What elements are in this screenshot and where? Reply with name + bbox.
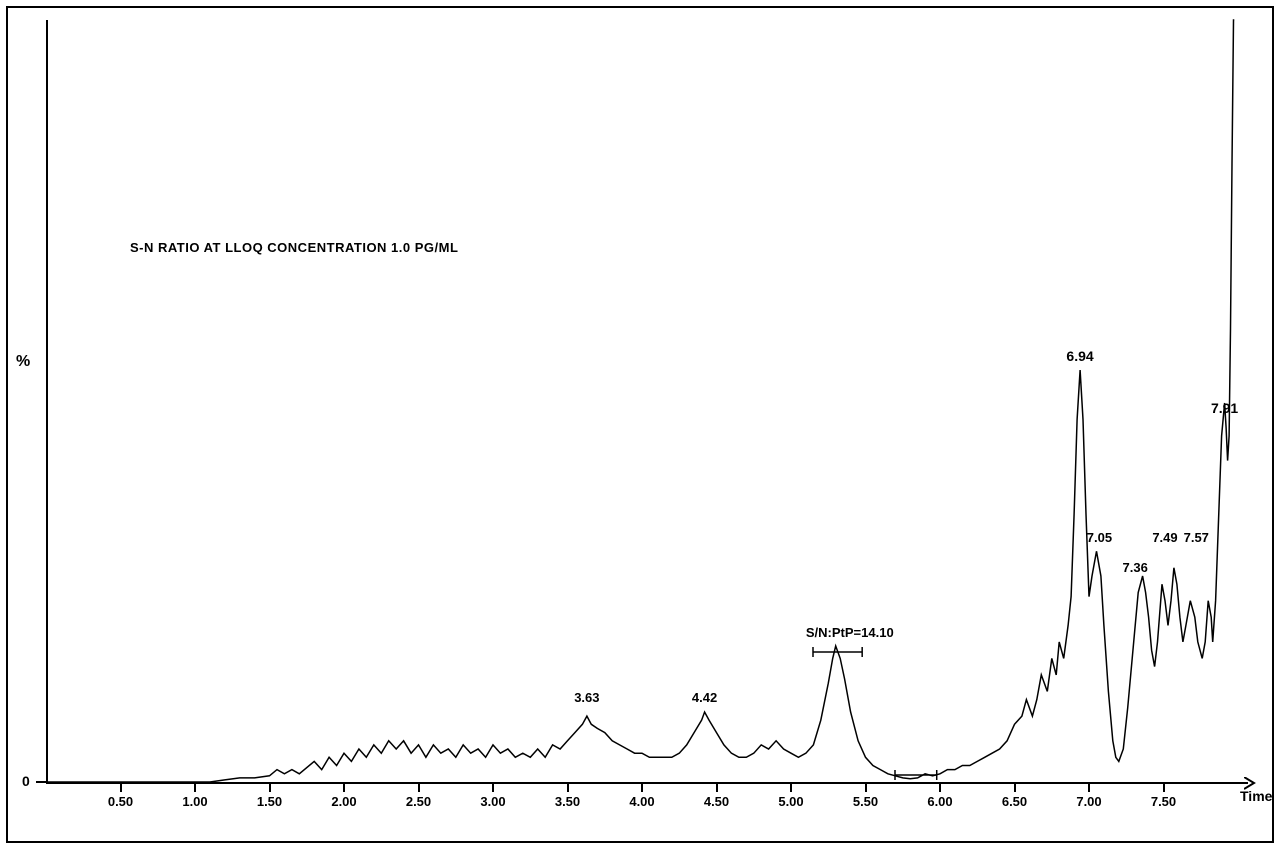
sn-ratio-label: S/N:PtP=14.10 bbox=[806, 625, 894, 640]
peak-label: 6.94 bbox=[1066, 348, 1093, 364]
sn-ratio-marker bbox=[807, 645, 868, 659]
peak-label: 7.05 bbox=[1087, 530, 1112, 545]
baseline-marker bbox=[889, 768, 943, 782]
peak-label: 7.91 bbox=[1211, 400, 1238, 416]
peak-label: 7.36 bbox=[1123, 560, 1148, 575]
peak-label: 7.49 bbox=[1152, 530, 1177, 545]
chromatogram-trace bbox=[0, 0, 1280, 849]
peak-label: 4.42 bbox=[692, 690, 717, 705]
chart-caption: S-N RATIO AT LLOQ CONCENTRATION 1.0 PG/M… bbox=[130, 240, 458, 255]
peak-label: 7.57 bbox=[1184, 530, 1209, 545]
peak-label: 3.63 bbox=[574, 690, 599, 705]
